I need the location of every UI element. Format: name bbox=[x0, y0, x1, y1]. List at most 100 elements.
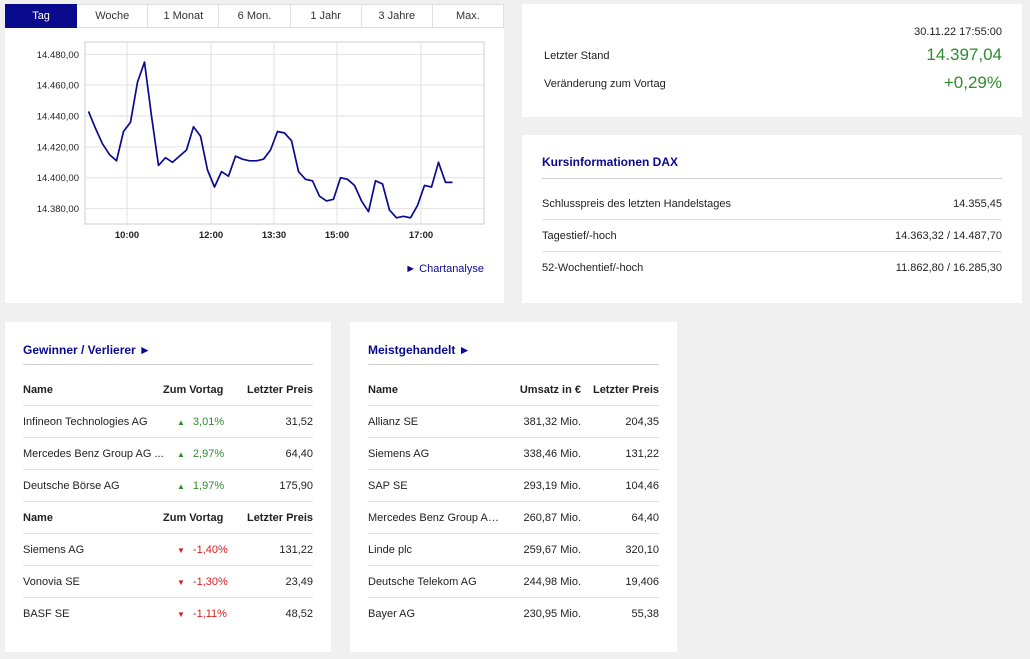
arrow-up-icon: ▲ bbox=[177, 449, 185, 459]
stock-umsatz: 259,67 Mio. bbox=[523, 543, 581, 556]
stock-price: 64,40 bbox=[285, 447, 313, 460]
table-row[interactable]: Vonovia SE ▼ -1,30% 23,49 bbox=[23, 566, 313, 598]
table-row[interactable]: Siemens AG 338,46 Mio. 131,22 bbox=[368, 438, 659, 470]
stock-change: 1,97% bbox=[192, 479, 225, 492]
stock-name[interactable]: Deutsche Börse AG bbox=[23, 479, 120, 492]
dax-line-chart[interactable]: 14.380,00 14.400,00 14.420,00 14.440,00 14.4… bbox=[5, 28, 504, 258]
chartanalyse-link[interactable]: ► Chartanalyse bbox=[405, 263, 484, 275]
col-umsatz: Umsatz in € bbox=[519, 383, 581, 396]
stock-price: 131,22 bbox=[279, 543, 313, 556]
kurs-row: Schlusspreis des letzten Handelstages 14… bbox=[542, 188, 1002, 220]
tab-6-mon[interactable]: 6 Mon. bbox=[219, 4, 291, 28]
stock-change: 3,01% bbox=[192, 415, 225, 428]
stock-name[interactable]: Bayer AG bbox=[368, 608, 416, 620]
stock-umsatz: 230,95 Mio. bbox=[523, 608, 581, 620]
stock-change: -1,30% bbox=[192, 575, 228, 588]
table-row[interactable]: Allianz SE 381,32 Mio. 204,35 bbox=[368, 406, 659, 438]
table-row[interactable]: Deutsche Telekom AG 244,98 Mio. 19,406 bbox=[368, 566, 659, 598]
x-tick-label: 15:00 bbox=[325, 230, 349, 241]
kurs-row-label: Tagestief/-hoch bbox=[542, 229, 617, 242]
timestamp: 30.11.22 17:55:00 bbox=[914, 26, 1002, 38]
kurs-row-value: 14.355,45 bbox=[953, 197, 1002, 210]
kursinformationen-card: Kursinformationen DAX Schlusspreis des l… bbox=[522, 135, 1022, 303]
table-row[interactable]: Siemens AG ▼ -1,40% 131,22 bbox=[23, 534, 313, 566]
arrow-down-icon: ▼ bbox=[177, 610, 185, 619]
col-change: Zum Vortag bbox=[163, 383, 224, 396]
stock-name[interactable]: SAP SE bbox=[368, 479, 408, 492]
table-row[interactable]: Linde plc 259,67 Mio. 320,10 bbox=[368, 534, 659, 566]
y-tick-label: 14.460,00 bbox=[37, 81, 79, 92]
stock-name[interactable]: Siemens AG bbox=[368, 447, 430, 460]
last-price-value: 14.397,04 bbox=[926, 45, 1002, 64]
col-name: Name bbox=[368, 383, 398, 396]
arrow-up-icon: ▲ bbox=[177, 481, 185, 491]
stock-price: 23,49 bbox=[285, 575, 313, 588]
losers-header-row: Name Zum Vortag Letzter Preis bbox=[23, 502, 313, 534]
stock-price: 55,38 bbox=[631, 608, 659, 620]
dax-series-line bbox=[87, 61, 453, 219]
meistgehandelt-title[interactable]: Meistgehandelt ► bbox=[368, 343, 471, 357]
col-price: Letzter Preis bbox=[246, 383, 313, 396]
last-price-label: Letzter Stand bbox=[544, 50, 610, 62]
y-tick-label: 14.380,00 bbox=[37, 204, 79, 215]
change-value: +0,29% bbox=[943, 73, 1002, 92]
kurs-row-label: 52-Wochentief/-hoch bbox=[542, 262, 644, 274]
stock-name[interactable]: Vonovia SE bbox=[23, 575, 80, 588]
change-label: Veränderung zum Vortag bbox=[544, 78, 666, 90]
table-row[interactable]: Bayer AG 230,95 Mio. 55,38 bbox=[368, 598, 659, 630]
y-tick-label: 14.400,00 bbox=[37, 173, 79, 184]
col-price: Letzter Preis bbox=[246, 511, 313, 524]
table-row[interactable]: Mercedes Benz Group AG... 260,87 Mio. 64,4… bbox=[368, 502, 659, 534]
gewinner-verlierer-card: Gewinner / Verlierer ► Name Zum Vortag L… bbox=[5, 322, 331, 652]
table-row[interactable]: SAP SE 293,19 Mio. 104,46 bbox=[368, 470, 659, 502]
kurs-row-value: 11.862,80 / 16.285,30 bbox=[895, 262, 1002, 274]
table-row[interactable]: Infineon Technologies AG ▲ 3,01% 31,52 bbox=[23, 406, 313, 438]
stock-change: -1,11% bbox=[192, 608, 227, 620]
y-tick-label: 14.480,00 bbox=[37, 50, 79, 61]
stock-price: 19,406 bbox=[625, 575, 659, 588]
y-tick-label: 14.420,00 bbox=[37, 142, 79, 153]
kurs-row-value: 14.363,32 / 14.487,70 bbox=[894, 229, 1002, 242]
tab-3-jahre[interactable]: 3 Jahre bbox=[361, 4, 433, 28]
tab-max[interactable]: Max. bbox=[432, 4, 504, 28]
stock-name[interactable]: Mercedes Benz Group AG ... bbox=[23, 447, 164, 460]
table-row[interactable]: Mercedes Benz Group AG ... ▲ 2,97% 64,40 bbox=[23, 438, 313, 470]
summary-card: 30.11.22 17:55:00 Letzter Stand 14.397,0… bbox=[522, 4, 1022, 117]
winners-header-row: Name Zum Vortag Letzter Preis bbox=[23, 374, 313, 406]
stock-umsatz: 293,19 Mio. bbox=[523, 479, 581, 492]
stock-name[interactable]: Deutsche Telekom AG bbox=[368, 575, 477, 588]
stock-name[interactable]: Siemens AG bbox=[23, 543, 85, 556]
stock-name[interactable]: Linde plc bbox=[368, 543, 413, 556]
stock-name[interactable]: Mercedes Benz Group AG... bbox=[368, 511, 501, 524]
stock-umsatz: 381,32 Mio. bbox=[523, 415, 581, 428]
stock-price: 31,52 bbox=[285, 415, 313, 428]
kursinformationen-title: Kursinformationen DAX bbox=[542, 155, 679, 169]
kurs-row: 52-Wochentief/-hoch 11.862,80 / 16.285,3… bbox=[542, 252, 1002, 284]
timeframe-tabs: Tag Woche 1 Monat 6 Mon. 1 Jahr 3 Jahre … bbox=[5, 4, 504, 28]
tab-1-jahr[interactable]: 1 Jahr bbox=[290, 4, 362, 28]
stock-umsatz: 244,98 Mio. bbox=[523, 575, 581, 588]
gewinner-verlierer-title[interactable]: Gewinner / Verlierer ► bbox=[23, 343, 151, 357]
kurs-row-label: Schlusspreis des letzten Handelstages bbox=[542, 197, 731, 210]
tab-1-monat[interactable]: 1 Monat bbox=[148, 4, 220, 28]
meist-header-row: Name Umsatz in € Letzter Preis bbox=[368, 374, 659, 406]
stock-name[interactable]: BASF SE bbox=[23, 608, 70, 620]
kurs-row: Tagestief/-hoch 14.363,32 / 14.487,70 bbox=[542, 220, 1002, 252]
stock-price: 64,40 bbox=[631, 511, 659, 524]
stock-price: 175,90 bbox=[279, 479, 313, 492]
chart-frame bbox=[84, 41, 485, 225]
stock-name[interactable]: Allianz SE bbox=[368, 415, 419, 428]
stock-name[interactable]: Infineon Technologies AG bbox=[23, 415, 148, 428]
arrow-down-icon: ▼ bbox=[177, 545, 185, 555]
stock-price: 48,52 bbox=[285, 608, 313, 620]
table-row[interactable]: BASF SE ▼ -1,11% 48,52 bbox=[23, 598, 313, 630]
tab-tag[interactable]: Tag bbox=[5, 4, 78, 28]
stock-change: -1,40% bbox=[192, 543, 228, 556]
tab-woche[interactable]: Woche bbox=[77, 4, 149, 28]
stock-price: 104,46 bbox=[625, 479, 659, 492]
x-tick-label: 12:00 bbox=[199, 230, 223, 241]
table-row[interactable]: Deutsche Börse AG ▲ 1,97% 175,90 bbox=[23, 470, 313, 502]
stock-umsatz: 338,46 Mio. bbox=[523, 447, 581, 460]
col-name: Name bbox=[23, 511, 53, 524]
col-change: Zum Vortag bbox=[163, 511, 224, 524]
